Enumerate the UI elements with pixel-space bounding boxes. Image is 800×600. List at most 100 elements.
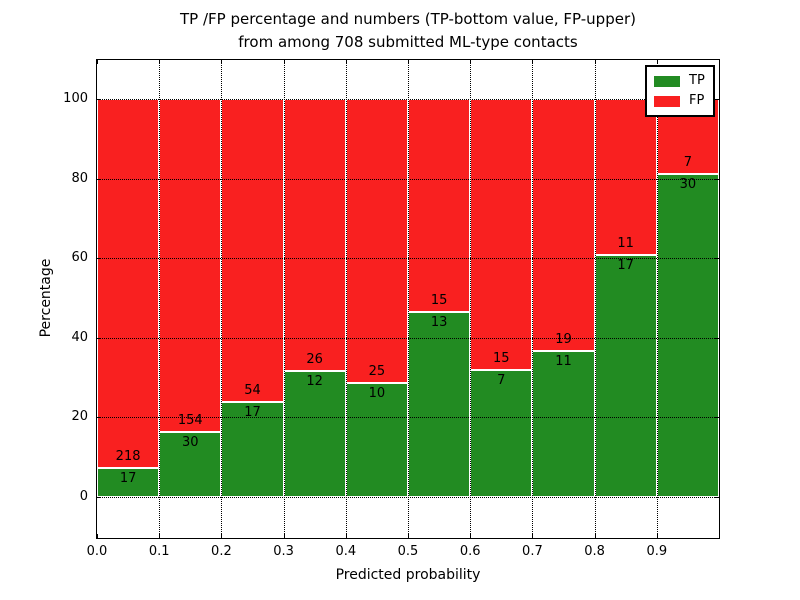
y-tick-label: 100 <box>63 91 88 106</box>
chart-title-line1: TP /FP percentage and numbers (TP-bottom… <box>180 10 636 28</box>
y-tickmark-left <box>97 258 101 260</box>
bar-fp-count-label: 218 <box>115 449 141 465</box>
bar-tp-segment <box>470 370 533 497</box>
bar-fp-segment <box>221 99 284 402</box>
bar-fp-segment <box>594 99 657 256</box>
x-gridline <box>345 60 347 538</box>
y-tickmark-left <box>97 417 101 419</box>
y-tickmark-right <box>715 337 719 339</box>
y-tick-label: 80 <box>71 170 88 186</box>
x-tickmark-bottom <box>221 534 223 538</box>
x-tick-label: 0.5 <box>397 544 419 559</box>
bar-fp-count-label: 15 <box>430 293 448 309</box>
bar-tp-count-label: 11 <box>555 354 572 370</box>
x-gridline <box>470 60 472 538</box>
x-tickmark-bottom <box>97 534 98 538</box>
x-tickmark-bottom <box>470 534 472 538</box>
bar-tp-count-label: 17 <box>244 404 261 420</box>
x-tickmark-top <box>532 60 534 64</box>
bar-tp-segment <box>283 371 346 497</box>
bar-fp-count-label: 154 <box>177 413 203 429</box>
x-tickmark-top <box>594 60 596 64</box>
x-gridline <box>159 60 161 538</box>
x-tick-label: 0.0 <box>86 544 108 559</box>
bar-fp-segment <box>159 99 222 433</box>
bar-fp-count-label: 15 <box>493 351 510 367</box>
x-tickmark-top <box>470 60 472 64</box>
x-gridline <box>656 60 658 538</box>
bar-fp-segment <box>97 99 160 469</box>
x-tickmark-top <box>159 60 161 64</box>
x-tickmark-bottom <box>159 534 161 538</box>
bar-fp-segment <box>470 99 533 371</box>
bar-tp-count-label: 17 <box>617 258 634 274</box>
bar-tp-count-label: 10 <box>368 386 386 402</box>
bar-fp-count-label: 7 <box>683 155 693 171</box>
y-tickmark-right <box>715 99 719 100</box>
x-tick-label: 0.9 <box>646 544 668 559</box>
y-tickmark-right <box>715 417 719 419</box>
bar-tp-segment <box>97 468 160 497</box>
legend-swatch-fp <box>654 95 680 107</box>
bar-fp-count-label: 54 <box>244 382 261 398</box>
x-tickmark-top <box>408 60 409 64</box>
x-tick-label: 0.6 <box>459 544 481 559</box>
bar-tp-count-label: 12 <box>306 374 323 390</box>
bar-fp-segment <box>532 99 595 352</box>
x-tickmark-top <box>283 60 285 64</box>
bar-tp-count-label: 13 <box>430 315 448 331</box>
y-tickmark-left <box>97 178 101 180</box>
x-tick-label: 0.2 <box>211 544 232 559</box>
y-tickmark-right <box>715 497 719 498</box>
x-tick-label: 0.4 <box>335 544 357 559</box>
x-gridline <box>283 60 285 538</box>
legend-item: TP <box>654 71 705 91</box>
x-tickmark-top <box>656 60 658 64</box>
bar-tp-count-label: 17 <box>119 471 137 487</box>
bar-tp-segment <box>656 174 719 497</box>
legend-label: TP <box>689 73 705 88</box>
bar-fp-count-label: 11 <box>617 236 634 252</box>
bar-fp-segment <box>408 99 471 313</box>
legend-item: FP <box>654 91 705 111</box>
x-tick-label: 0.1 <box>148 544 170 559</box>
x-tickmark-bottom <box>345 534 347 538</box>
bar-tp-count-label: 30 <box>679 177 697 193</box>
legend: TP FP <box>645 65 715 117</box>
bar-tp-segment <box>594 255 657 497</box>
chart-title-line2: from among 708 submitted ML-type contact… <box>238 33 578 51</box>
bar-fp-count-label: 25 <box>368 364 386 380</box>
bar-fp-segment <box>345 99 408 384</box>
x-tick-label: 0.3 <box>273 544 294 559</box>
x-axis-label: Predicted probability <box>335 567 481 583</box>
bar-tp-count-label: 7 <box>497 373 506 389</box>
bar-tp-segment <box>408 312 471 497</box>
plot-area: 218 17 154 30 54 17 26 12 25 10 15 13 15 7 19 11 11 17 7 30 <box>96 59 720 539</box>
x-tickmark-bottom <box>594 534 596 538</box>
y-tick-label: 60 <box>71 250 88 266</box>
x-tickmark-bottom <box>408 534 409 538</box>
bar-fp-count-label: 26 <box>306 352 323 368</box>
y-tickmark-left <box>97 497 101 498</box>
x-tickmark-bottom <box>283 534 285 538</box>
x-gridline <box>221 60 223 538</box>
y-tickmark-right <box>715 178 719 180</box>
x-tick-label: 0.7 <box>522 544 543 559</box>
bar-tp-count-label: 30 <box>182 435 199 451</box>
x-gridline <box>532 60 534 538</box>
x-tickmark-top <box>221 60 223 64</box>
bar-fp-count-label: 19 <box>555 332 572 348</box>
y-tick-label: 40 <box>71 329 88 345</box>
y-tickmark-left <box>97 337 101 339</box>
legend-swatch-tp <box>654 75 680 87</box>
bar-tp-segment <box>159 432 222 497</box>
bar-fp-segment <box>283 99 346 372</box>
y-tickmark-left <box>97 99 101 100</box>
y-tick-label: 0 <box>79 489 88 504</box>
bar-tp-segment <box>532 351 595 497</box>
legend-label: FP <box>689 93 705 108</box>
x-gridline <box>594 60 596 538</box>
x-tickmark-bottom <box>532 534 534 538</box>
x-tickmark-top <box>97 60 98 64</box>
